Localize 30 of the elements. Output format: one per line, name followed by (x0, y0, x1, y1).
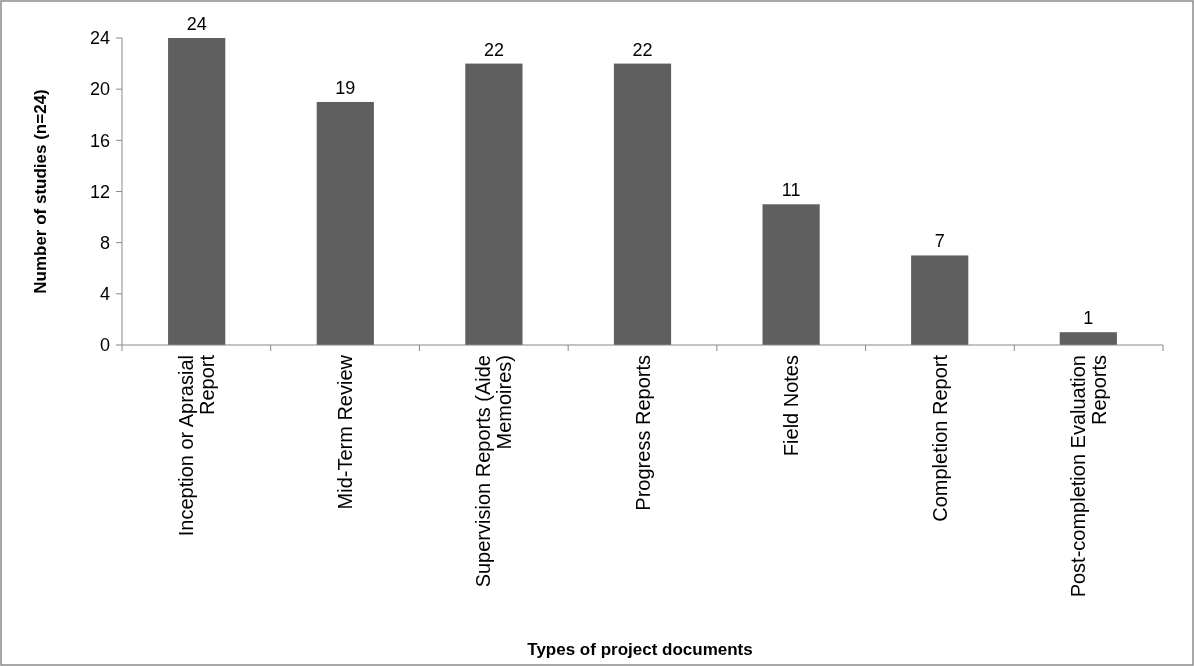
y-tick-label: 16 (89, 130, 110, 151)
y-tick-label: 0 (99, 335, 110, 356)
x-tick-label: Post-completion Evaluation Reports (1066, 355, 1110, 598)
x-tick-label: Progress Reports (631, 355, 654, 511)
bar (168, 38, 226, 345)
x-axis-title: Types of project documents (527, 640, 753, 659)
data-label: 11 (781, 180, 801, 201)
data-label: 22 (632, 39, 653, 60)
bar (911, 255, 969, 345)
bar (316, 101, 374, 345)
bar (613, 63, 672, 345)
x-tick-label: Supervision Reports (Aide Memoires) (472, 355, 516, 588)
bar (1059, 332, 1117, 345)
x-tick-label: Mid-Term Review (334, 354, 357, 510)
data-label: 24 (186, 14, 207, 34)
data-label: 1 (1083, 308, 1094, 329)
y-axis-title: Number of studies (n=24) (31, 89, 50, 294)
y-tick-label: 12 (89, 181, 110, 202)
data-label: 19 (335, 77, 356, 98)
x-tick-label: Completion Report (928, 354, 951, 522)
y-tick-label: 24 (89, 28, 110, 49)
y-tick-label: 4 (99, 284, 110, 305)
x-tick-label: Inception or Aprasial Report (175, 354, 219, 537)
y-tick-label: 8 (99, 232, 110, 253)
x-tick-label: Field Notes (780, 355, 803, 457)
bar (762, 204, 820, 345)
data-label: 22 (483, 39, 504, 60)
data-label: 7 (934, 231, 945, 252)
bar (465, 63, 523, 345)
y-tick-label: 20 (89, 79, 110, 100)
